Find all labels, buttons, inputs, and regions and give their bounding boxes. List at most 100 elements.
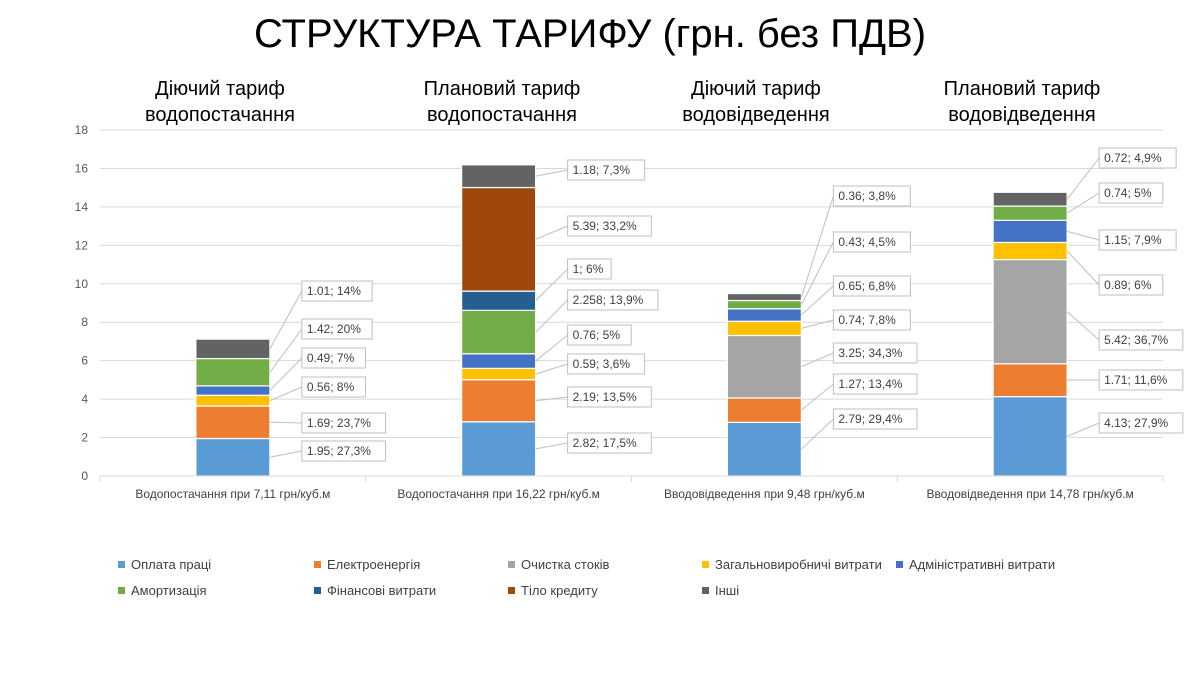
legend-label: Інші [715,582,740,598]
data-label: 0.72; 4,9% [1104,151,1162,165]
bar-segment [461,164,537,189]
bar-segment [726,421,802,477]
data-label: 1.18; 7,3% [573,163,631,177]
legend-item: Амортизація [118,583,314,598]
data-label-box [567,386,652,408]
leader-line [535,334,568,362]
bar-segment [992,191,1068,207]
leader-line [801,285,834,316]
data-label-box [1098,274,1164,296]
data-label: 0.74; 7,8% [838,313,896,327]
legend-item: Оплата праці [118,557,314,572]
legend-label: Амортизація [131,582,207,598]
legend-row: Оплата праці Електроенергія Очистка стоків… [118,551,1098,577]
x-category-label: Водопостачання при 7,11 грн/куб.м [135,487,330,501]
legend-swatch [314,560,321,568]
data-label: 0.56; 8% [307,380,355,394]
leader-line [269,450,302,458]
data-label: 0.59; 3,6% [573,357,631,371]
data-label: 0.65; 6,8% [838,279,896,293]
y-tick-label: 6 [81,354,88,368]
bar-segment [195,437,271,477]
bar-segment [726,334,802,399]
leader-line [535,268,568,302]
subtitle-planned-wastewater: Плановий тариф водовідведення [943,78,1101,126]
leader-line [1066,250,1100,286]
legend-swatch [508,560,515,568]
legend-item: Загальновиробничі витрати [702,557,896,572]
leader-line [801,383,834,411]
data-label: 0.89; 6% [1104,278,1152,292]
chart-title: СТРУКТУРА ТАРИФУ (грн. без ПДВ) [253,12,927,56]
data-label-box [832,185,911,207]
data-label: 0.36; 3,8% [838,189,896,203]
data-label-box [1098,412,1184,434]
data-label: 1.27; 13,4% [838,377,902,391]
data-label-box [567,215,652,237]
legend-swatch [118,560,125,568]
data-label: 0.49; 7% [307,351,355,365]
y-tick-label: 4 [81,392,88,406]
data-label: 1; 6% [573,262,604,276]
legend-item: Інші [702,583,822,598]
data-label: 0.74; 5% [1104,186,1152,200]
leader-line [800,195,834,298]
bar-segment [461,353,537,369]
data-label-box [301,376,366,398]
data-label-box [1098,229,1177,251]
legend-label: Адміністративні витрати [909,556,1056,572]
leader-line [1066,311,1100,341]
leader-line [801,352,834,368]
leader-line [535,169,568,177]
data-label: 5.42; 36,7% [1104,333,1168,347]
leader-line [269,386,303,402]
data-label-box [832,408,918,430]
legend-item: Електроенергія [314,557,508,572]
leader-line [1066,192,1100,214]
bar-segment [726,320,802,337]
bar-segment [726,299,802,310]
data-label-box [1098,369,1184,391]
data-label-box [832,342,918,364]
y-tick-label: 2 [81,431,88,445]
legend-item: Фінансові витрати [314,583,508,598]
data-label: 3.25; 34,3% [838,346,902,360]
data-label-box [567,258,612,280]
leader-line [535,363,568,375]
leader-line [1066,157,1100,200]
data-label-box [301,280,373,302]
data-label-box [832,231,911,253]
x-category-label: Водопостачання при 16,22 грн/куб.м [397,487,600,501]
leader-line [535,396,568,402]
bar-segment [726,292,802,302]
data-label: 1.42; 20% [307,322,361,336]
bar-segment [461,186,537,292]
legend-swatch [508,586,515,594]
bar-segment [726,308,802,322]
data-label: 1.15; 7,9% [1104,233,1162,247]
subtitle-current-wastewater: Діючий тариф водовідведення [682,78,830,126]
y-tick-label: 16 [75,161,89,175]
bar-segment [461,309,537,355]
data-label-box [567,324,632,346]
legend-label: Загальновиробничі витрати [715,556,882,572]
bar-segment [992,219,1068,244]
y-tick-label: 18 [75,123,89,137]
data-label-box [301,318,373,340]
legend: Оплата праці Електроенергія Очистка стоків… [118,551,1098,603]
bar-segment [726,397,802,423]
data-label: 0.76; 5% [573,328,621,342]
legend-label: Оплата праці [131,556,212,572]
data-label-box [301,347,366,369]
data-label-box [832,373,918,395]
data-label-box [832,275,911,297]
data-label-box [567,432,652,454]
subtitle-current-water-supply: Діючий тариф водопостачання [145,78,295,126]
legend-item: Тіло кредиту [508,583,702,598]
bar-segment [195,357,271,387]
data-label-box [567,159,646,181]
subtitle-planned-water-supply: Плановий тариф водопостачання [423,78,581,126]
data-label: 2.19; 13,5% [573,390,637,404]
leader-line [800,241,834,305]
data-label-box [567,289,659,311]
